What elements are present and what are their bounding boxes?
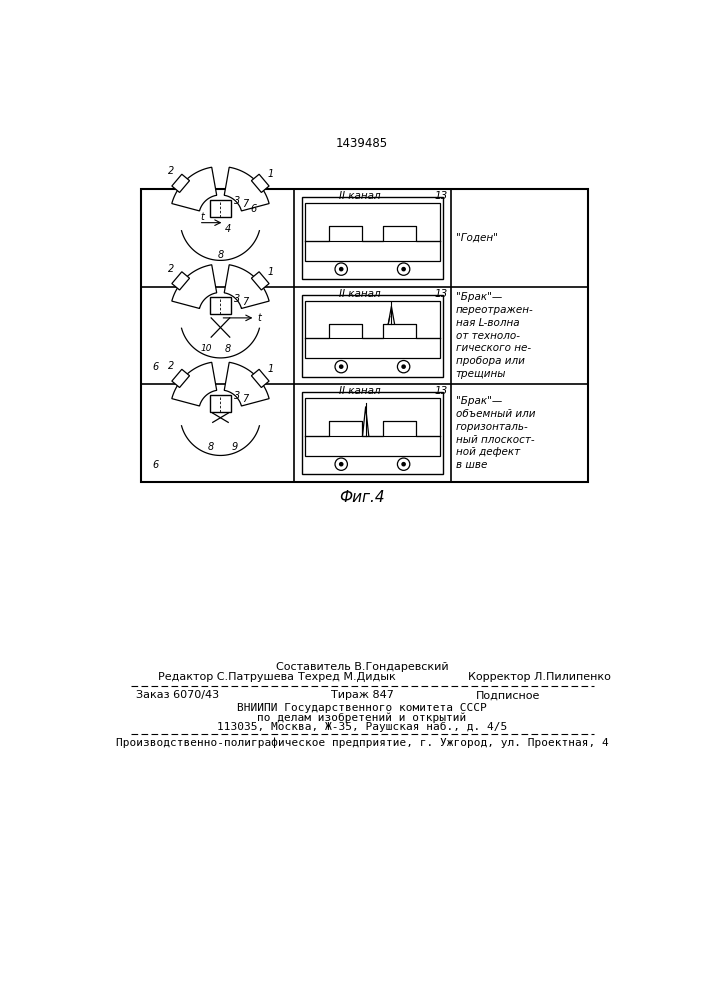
Text: 1: 1	[268, 267, 274, 277]
Text: Подписное: Подписное	[476, 690, 540, 700]
Text: 13: 13	[435, 386, 448, 396]
Text: "Годен": "Годен"	[456, 233, 498, 243]
Text: 2: 2	[168, 264, 175, 274]
Polygon shape	[172, 272, 189, 290]
Bar	[305, 398, 440, 456]
Bar	[141, 189, 588, 482]
Polygon shape	[172, 265, 217, 308]
Text: Составитель В.Гондаревский: Составитель В.Гондаревский	[276, 662, 448, 672]
Bar	[305, 301, 440, 358]
Text: 3: 3	[235, 196, 240, 206]
Text: "Брак"—
объемный или
горизонталь-
ный плоскост-
ной дефект
в шве: "Брак"— объемный или горизонталь- ный пл…	[456, 396, 535, 470]
Text: Производственно-полиграфическое предприятие, г. Ужгород, ул. Проектная, 4: Производственно-полиграфическое предприя…	[115, 738, 608, 748]
Bar	[305, 203, 440, 261]
Bar	[209, 297, 231, 314]
Circle shape	[402, 364, 406, 369]
Text: 2: 2	[168, 361, 175, 371]
Circle shape	[339, 462, 344, 466]
Polygon shape	[224, 362, 269, 406]
Text: 1: 1	[268, 364, 274, 374]
Text: 4: 4	[224, 224, 230, 234]
Text: 7: 7	[243, 394, 248, 404]
Text: 6: 6	[152, 362, 158, 372]
Text: 3: 3	[235, 294, 240, 304]
Text: 6: 6	[152, 460, 158, 470]
Text: Корректор Л.Пилипенко: Корректор Л.Пилипенко	[468, 672, 611, 682]
Polygon shape	[252, 174, 269, 192]
Text: Фиг.4: Фиг.4	[339, 490, 385, 505]
Bar	[301, 295, 443, 377]
Text: 10: 10	[201, 344, 212, 353]
Text: t: t	[257, 313, 261, 323]
Text: 8: 8	[225, 344, 231, 354]
Text: 1439485: 1439485	[336, 137, 388, 150]
Polygon shape	[172, 362, 217, 406]
Polygon shape	[224, 167, 269, 211]
Text: Заказ 6070/43: Заказ 6070/43	[136, 690, 220, 700]
Text: II канал: II канал	[339, 289, 380, 299]
Text: II канал: II канал	[339, 191, 380, 201]
Text: 8: 8	[217, 250, 223, 260]
Text: 13: 13	[435, 191, 448, 201]
Text: t: t	[200, 212, 204, 222]
Text: 6: 6	[250, 204, 256, 214]
Text: 2: 2	[168, 166, 175, 176]
Circle shape	[402, 267, 406, 271]
Text: 7: 7	[243, 297, 248, 307]
Circle shape	[339, 267, 344, 271]
Text: 9: 9	[231, 442, 238, 452]
Bar	[209, 395, 231, 412]
Text: 8: 8	[208, 442, 214, 452]
Polygon shape	[172, 369, 189, 388]
Text: Тираж 847: Тираж 847	[330, 690, 393, 700]
Polygon shape	[224, 265, 269, 308]
Text: по делам изобретений и открытий: по делам изобретений и открытий	[257, 712, 467, 723]
Bar	[301, 392, 443, 474]
Polygon shape	[172, 167, 217, 211]
Polygon shape	[252, 369, 269, 388]
Polygon shape	[252, 272, 269, 290]
Circle shape	[339, 364, 344, 369]
Text: 13: 13	[435, 289, 448, 299]
Circle shape	[402, 462, 406, 466]
Text: 113035, Москва, Ж-35, Раушская наб., д. 4/5: 113035, Москва, Ж-35, Раушская наб., д. …	[217, 722, 507, 732]
Text: 3: 3	[235, 391, 240, 401]
Text: ВНИИПИ Государственного комитета СССР: ВНИИПИ Государственного комитета СССР	[237, 703, 487, 713]
Text: Редактор С.Патрушева: Редактор С.Патрушева	[158, 672, 294, 682]
Polygon shape	[172, 174, 189, 192]
Text: 1: 1	[268, 169, 274, 179]
Text: "Брак"—
переотражен-
ная L-волна
от техноло-
гического не-
пробора или
трещины: "Брак"— переотражен- ная L-волна от техн…	[456, 292, 534, 379]
Bar	[209, 200, 231, 217]
Bar	[301, 197, 443, 279]
Text: 7: 7	[243, 199, 248, 209]
Text: II канал: II канал	[339, 386, 380, 396]
Text: Техред М.Дидык: Техред М.Дидык	[298, 672, 395, 682]
